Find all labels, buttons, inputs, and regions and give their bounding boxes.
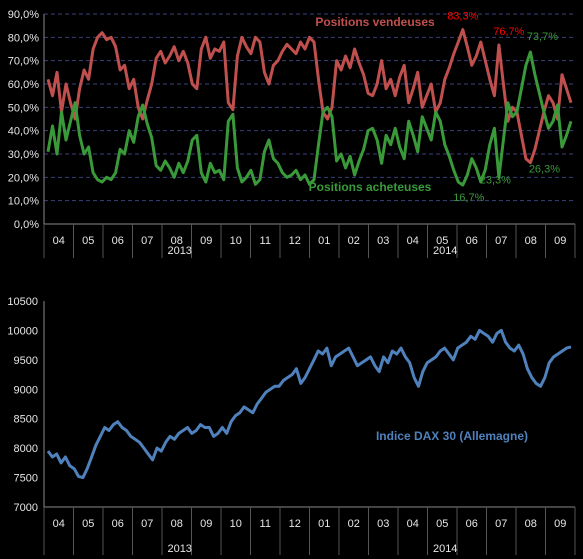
x-tick-label: 01: [318, 235, 330, 247]
value-annotation: 23,3%: [480, 175, 511, 187]
y-tick-label: 10500: [7, 296, 38, 308]
y-tick-label: 9500: [14, 355, 38, 367]
x-tick-label: 04: [407, 518, 419, 530]
x-tick-label: 09: [554, 235, 566, 247]
x-tick-label: 09: [554, 518, 566, 530]
y-tick-label: 70,0%: [8, 56, 39, 68]
y-tick-label: 20,0%: [8, 172, 39, 184]
y-tick-label: 50,0%: [8, 102, 39, 114]
y-tick-label: 60,0%: [8, 79, 39, 91]
value-annotation: 83,3%: [447, 11, 478, 23]
positions-chart: 0,0% 10,0% 20,0% 30,0% 40,0% 50,0% 60,0% 70,0% 8…: [8, 9, 576, 258]
y-tick-label: 90,0%: [8, 9, 39, 21]
x-tick-label: 11: [260, 518, 271, 530]
x-tick-label: 06: [112, 235, 124, 247]
x-tick-label: 10: [230, 235, 242, 247]
x-tick-label: 05: [436, 235, 448, 247]
x-tick-label: 07: [141, 518, 153, 530]
x-tick-label: 11: [260, 235, 271, 247]
y-tick-label: 9000: [14, 384, 38, 396]
x-tick-label: 07: [141, 235, 153, 247]
x-tick-label: 09: [200, 235, 212, 247]
series-label-acheteuses: Positions acheteuses: [309, 180, 432, 194]
value-annotation: 73,7%: [527, 31, 558, 43]
y-tick-label: 7500: [14, 473, 38, 485]
x-tick-label: 09: [200, 518, 212, 530]
year-label: 2013: [167, 543, 191, 555]
value-annotation: 26,3%: [529, 164, 560, 176]
x-tick-label: 02: [348, 235, 360, 247]
year-label: 2013: [167, 245, 191, 257]
year-label: 2014: [433, 543, 457, 555]
x-tick-label: 08: [171, 235, 183, 247]
x-tick-label: 07: [495, 518, 507, 530]
y-tick-label: 8500: [14, 414, 38, 426]
x-tick-label: 08: [525, 235, 537, 247]
x-tick-label: 07: [495, 235, 507, 247]
series-label-vendeuses: Positions vendeuses: [315, 15, 435, 29]
x-tick-label: 08: [525, 518, 537, 530]
y-tick-label: 8000: [14, 443, 38, 455]
x-tick-label: 05: [436, 518, 448, 530]
series-line-dax: [46, 328, 572, 480]
year-label: 2014: [433, 245, 457, 257]
x-tick-label: 10: [230, 518, 242, 530]
y-tick-label: 7000: [14, 502, 38, 514]
value-annotation: 16,7%: [453, 192, 484, 204]
x-tick-label: 01: [318, 518, 330, 530]
x-tick-label: 06: [466, 518, 478, 530]
y-tick-label: 40,0%: [8, 126, 39, 138]
x-tick-label: 04: [53, 235, 65, 247]
x-tick-label: 06: [112, 518, 124, 530]
y-tick-label: 10000: [7, 325, 38, 337]
dax-chart: 7000 7500 8000 8500 9000 9500 10000 10500 04 05 06…: [7, 296, 576, 555]
x-tick-label: 12: [289, 518, 301, 530]
x-tick-label: 06: [466, 235, 478, 247]
series-label-dax: Indice DAX 30 (Allemagne): [376, 429, 528, 443]
series-line-acheteuses: [46, 50, 573, 187]
x-tick-label: 03: [377, 235, 389, 247]
x-tick-label: 04: [53, 518, 65, 530]
x-tick-label: 04: [407, 235, 419, 247]
x-tick-label: 02: [348, 518, 360, 530]
y-tick-label: 0,0%: [14, 219, 39, 231]
value-annotation: 76,7%: [493, 26, 524, 38]
series-line-vendeuses: [46, 28, 573, 165]
x-tick-label: 08: [171, 518, 183, 530]
x-tick-label: 03: [377, 518, 389, 530]
y-tick-label: 80,0%: [8, 32, 39, 44]
x-tick-label: 05: [82, 518, 94, 530]
x-tick-label: 12: [289, 235, 301, 247]
y-tick-label: 10,0%: [8, 196, 39, 208]
x-tick-label: 05: [82, 235, 94, 247]
y-tick-label: 30,0%: [8, 149, 39, 161]
